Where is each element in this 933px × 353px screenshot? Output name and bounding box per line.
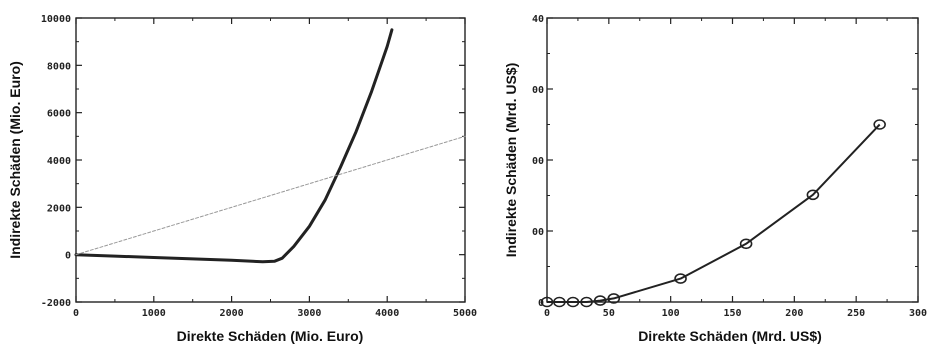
x-tick-label: 50 (603, 308, 615, 319)
y-tick-label: 10000 (41, 14, 71, 25)
y-tick-label: -2000 (41, 298, 71, 309)
x-tick-label: 4000 (375, 308, 399, 319)
data-point-marker (873, 119, 886, 130)
damage-series-line (547, 123, 881, 303)
x-tick-label: 0 (73, 308, 79, 319)
x-tick-label: 2000 (220, 308, 244, 319)
y-tick-label: 40 (532, 14, 544, 25)
left-chart: 0 1000 2000 3000 4000 5000-200002000400060008… (7, 14, 477, 344)
left-plot-frame (75, 17, 466, 303)
left-series (74, 28, 466, 264)
y-tick-label: 4000 (47, 156, 71, 167)
data-point-marker (553, 296, 566, 308)
y-tick-label: 6000 (47, 109, 71, 120)
x-tick-label: 150 (723, 308, 741, 319)
left-ticks: 0 1000 2000 3000 4000 5000-200002000400060008… (41, 14, 477, 319)
x-tick-label: 250 (847, 308, 865, 319)
left-x-axis-label: Direkte Schäden (Mio. Euro) (177, 328, 364, 344)
x-tick-label: 3000 (297, 308, 321, 319)
data-point-marker (739, 238, 753, 250)
right-series (540, 119, 886, 308)
y-tick-label: 8000 (47, 61, 71, 72)
x-tick-label: 0 (544, 308, 550, 319)
right-y-axis-label: Indirekte Schäden (Mrd. US$) (503, 63, 519, 257)
x-tick-label: 100 (662, 308, 680, 319)
y-tick-label: 00 (532, 85, 544, 96)
left-y-axis-label: Indirekte Schäden (Mio. Euro) (7, 61, 23, 259)
data-point-marker (674, 273, 687, 284)
data-point-marker (540, 296, 554, 308)
y-tick-label: 00 (532, 227, 544, 238)
x-tick-label: 5000 (453, 308, 477, 319)
data-point-marker (593, 295, 607, 306)
x-tick-label: 300 (909, 308, 927, 319)
reference-line (75, 135, 466, 256)
y-tick-label: 0 (65, 251, 71, 262)
x-tick-label: 200 (785, 308, 803, 319)
data-point-marker (607, 293, 621, 304)
data-point-marker (566, 296, 580, 308)
y-tick-label: 00 (532, 156, 544, 167)
data-point-marker (580, 296, 593, 308)
right-x-axis-label: Direkte Schäden (Mrd. US$) (638, 328, 822, 344)
data-point-marker (806, 189, 820, 201)
damage-curve (74, 28, 394, 264)
right-plot-frame (546, 17, 919, 303)
y-tick-label: 2000 (47, 203, 71, 214)
x-tick-label: 1000 (142, 308, 166, 319)
